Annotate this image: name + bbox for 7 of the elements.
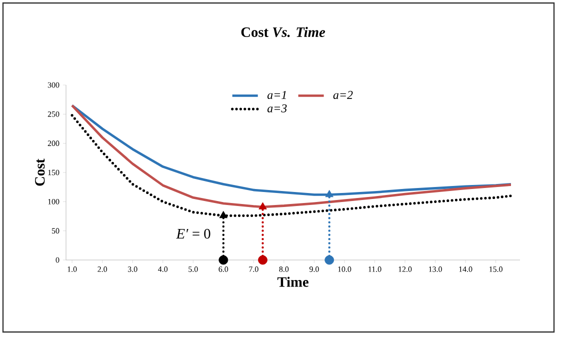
legend-label: a=1 (267, 90, 286, 99)
legend-label: a=3 (267, 104, 287, 112)
x-axis-title: Time (277, 276, 308, 287)
chart-title: Cost Vs. Time (241, 26, 326, 38)
y-axis-title: Cost (35, 158, 45, 186)
annotation: E′ = 0 (176, 228, 210, 239)
legend-label: a=2 (333, 90, 353, 99)
